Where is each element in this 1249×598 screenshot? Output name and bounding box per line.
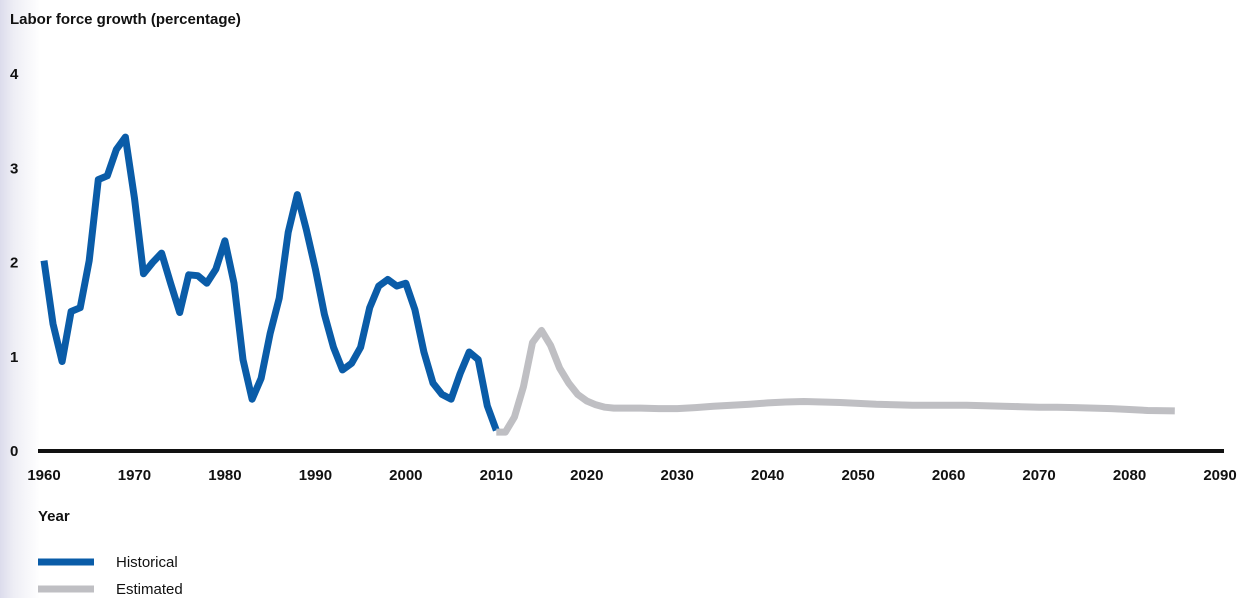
y-tick-label: 0: [10, 443, 18, 460]
y-tick-label: 1: [10, 349, 18, 366]
x-tick-label: 2020: [570, 467, 603, 484]
x-tick-label: 1990: [299, 467, 332, 484]
legend-label-estimated: Estimated: [116, 581, 183, 598]
x-axis-label: Year: [38, 508, 70, 525]
y-tick-label: 3: [10, 160, 18, 177]
series-line-estimated: [496, 326, 1175, 436]
x-tick-label: 1970: [118, 467, 151, 484]
x-tick-label: 2050: [841, 467, 874, 484]
y-tick-label: 2: [10, 255, 18, 272]
y-tick-labels: 0 1 2 3 4: [10, 66, 19, 460]
x-tick-label: 1960: [27, 467, 60, 484]
x-tick-label: 2080: [1113, 467, 1146, 484]
legend: Historical Estimated: [38, 554, 183, 598]
legend-label-historical: Historical: [116, 554, 178, 571]
x-tick-label: 2010: [480, 467, 513, 484]
y-tick-label: 4: [10, 66, 19, 83]
x-tick-label: 2070: [1022, 467, 1055, 484]
x-tick-label: 2030: [661, 467, 694, 484]
x-tick-label: 2090: [1203, 467, 1236, 484]
x-tick-label: 2040: [751, 467, 784, 484]
x-tick-label: 2000: [389, 467, 422, 484]
series-layer: [40, 133, 1175, 436]
x-tick-labels: 1960 1970 1980 1990 2000 2010 2020 2030 2040 2050…: [27, 467, 1236, 484]
x-tick-label: 2060: [932, 467, 965, 484]
x-tick-label: 1980: [208, 467, 241, 484]
series-line-historical: [40, 133, 500, 432]
y-axis-label: Labor force growth (percentage): [10, 11, 241, 28]
